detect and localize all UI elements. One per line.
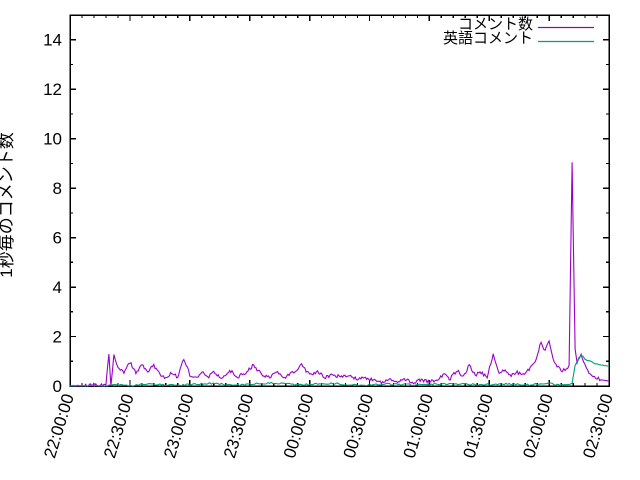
svg-text:1秒毎のコメント数: 1秒毎のコメント数 [0, 132, 16, 277]
svg-text:14: 14 [43, 31, 62, 50]
svg-text:12: 12 [43, 80, 62, 99]
svg-text:10: 10 [43, 130, 62, 149]
svg-text:英語コメント: 英語コメント [443, 29, 533, 47]
svg-text:4: 4 [53, 278, 62, 297]
svg-text:2: 2 [53, 328, 62, 347]
svg-text:8: 8 [53, 179, 62, 198]
svg-text:6: 6 [53, 229, 62, 248]
